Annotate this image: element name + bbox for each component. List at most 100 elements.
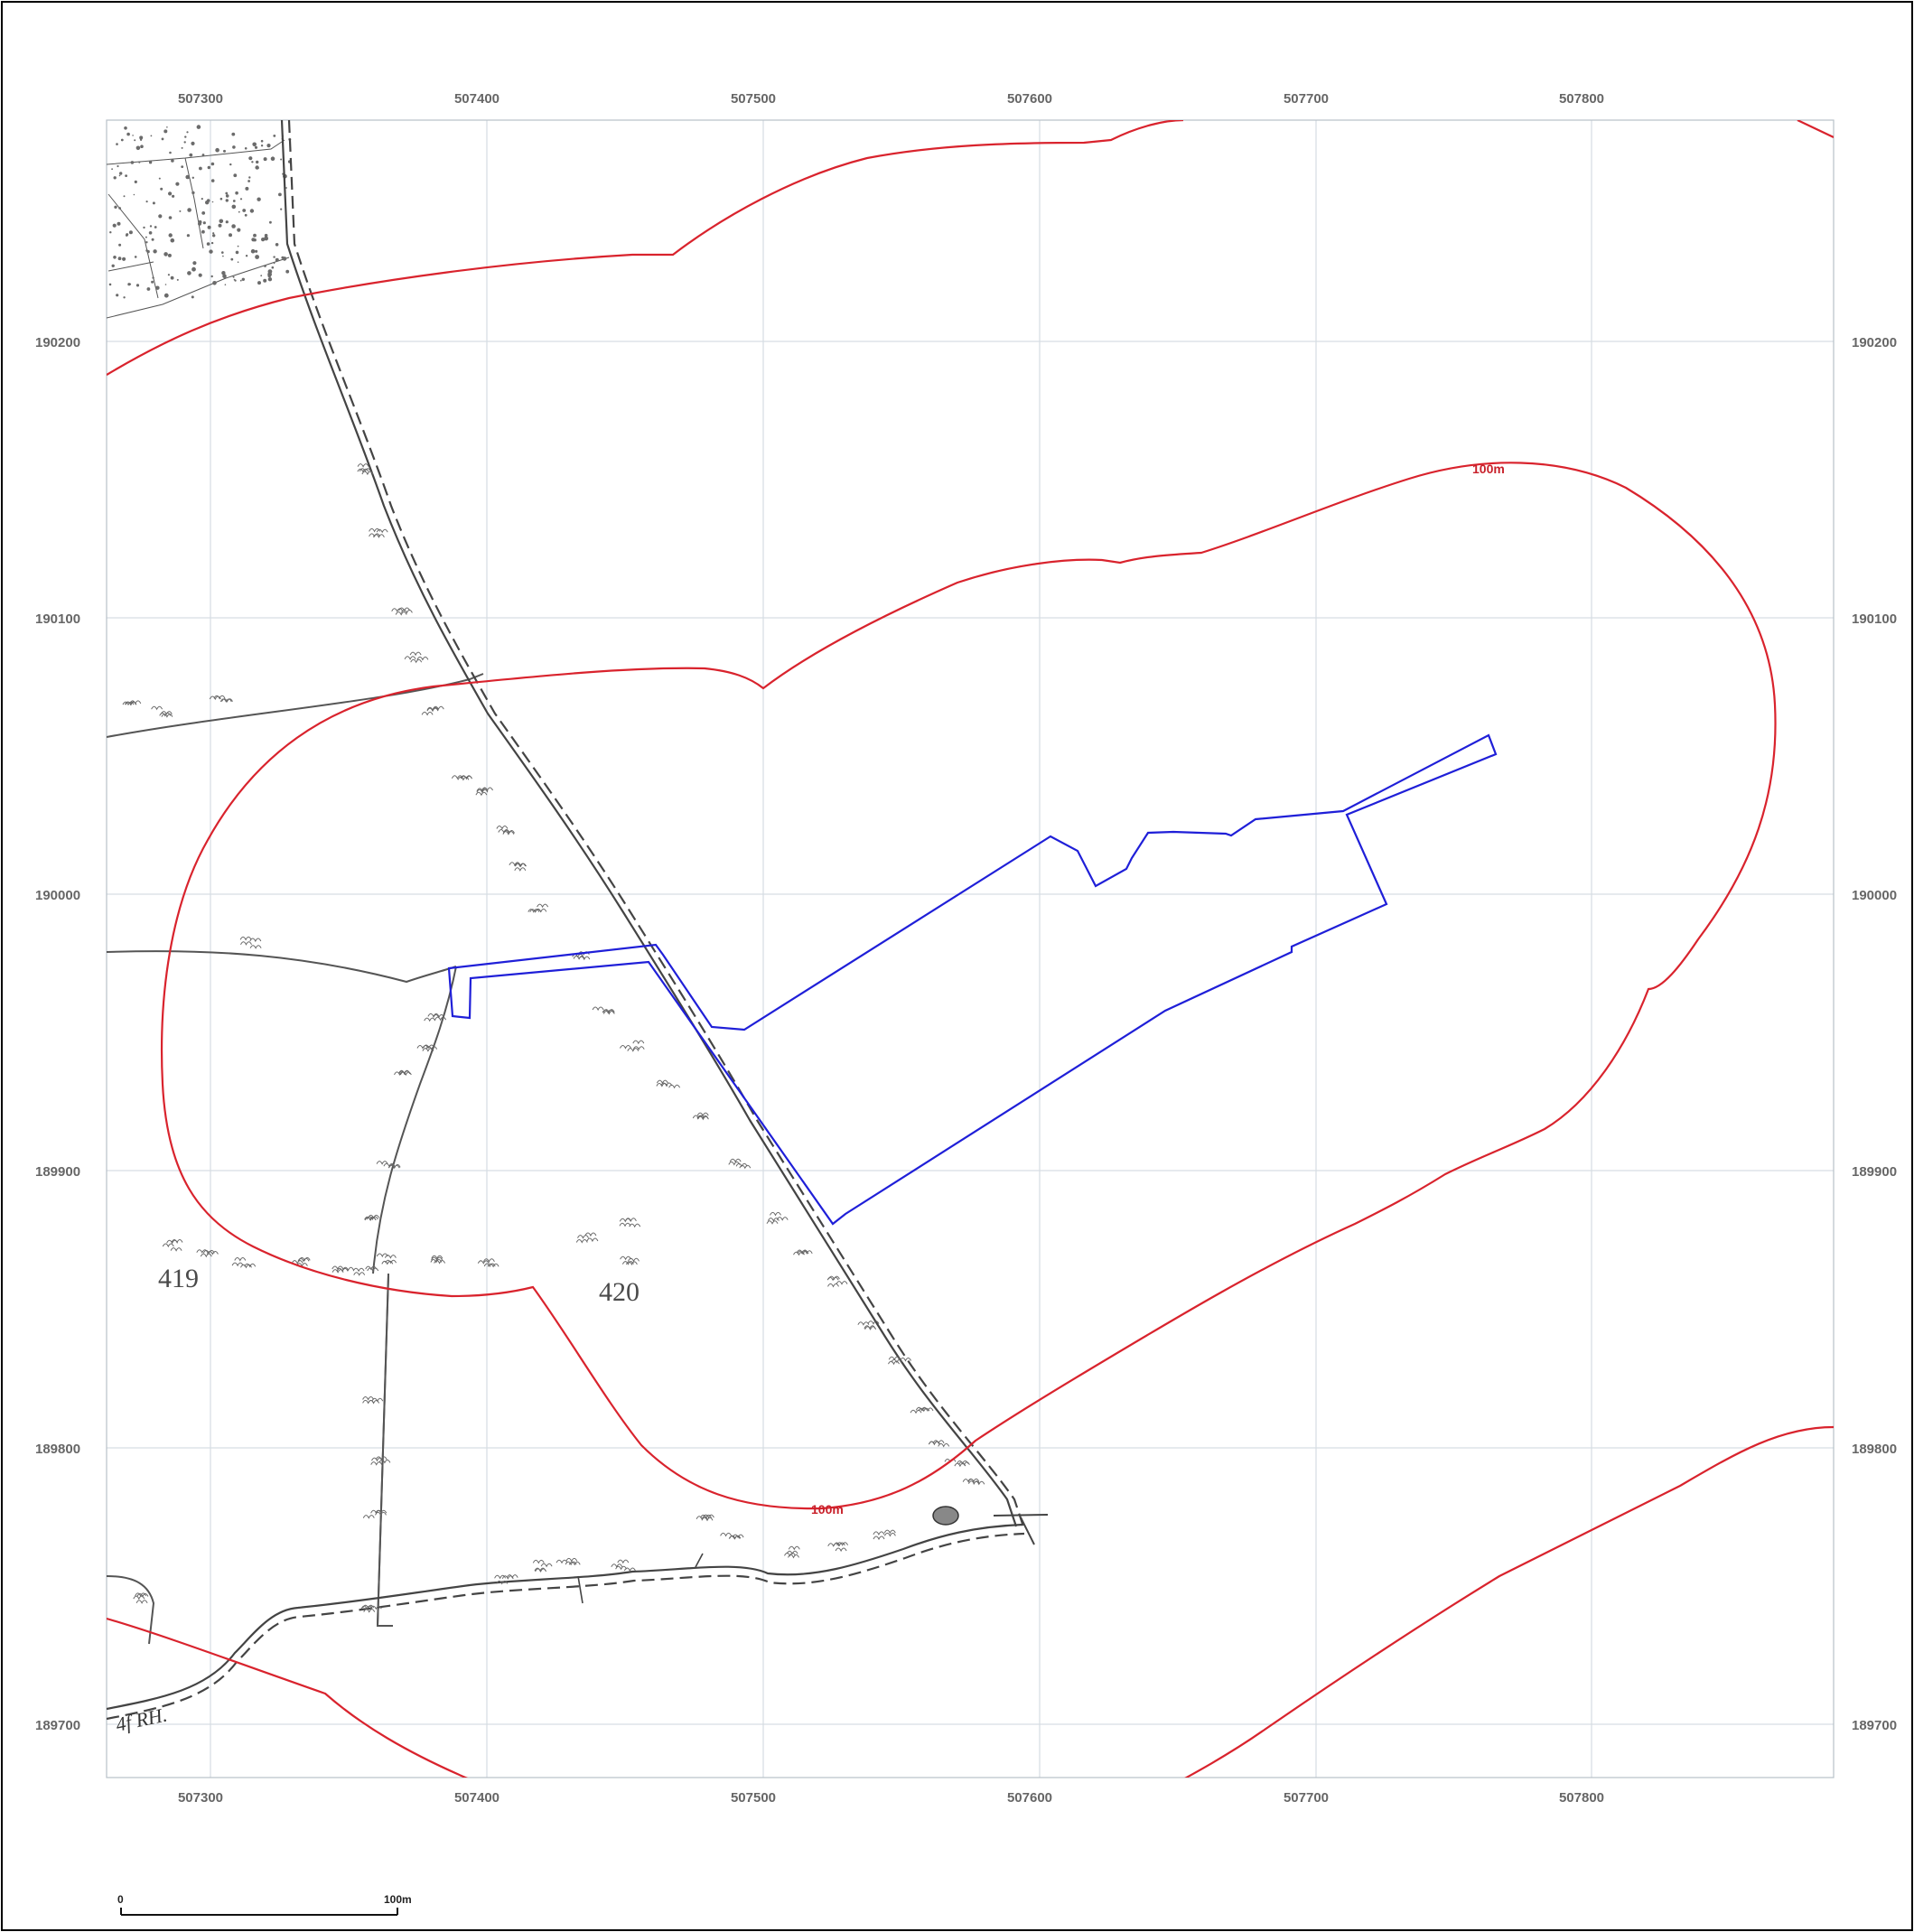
tree-symbol: [793, 1249, 813, 1256]
tree-symbol: [928, 1440, 950, 1448]
woodland-dot: [280, 208, 283, 210]
woodland-dot: [170, 275, 174, 280]
woodland-dot: [132, 135, 134, 136]
woodland-dot: [119, 172, 123, 175]
woodland-dot: [212, 234, 216, 238]
woodland-dot: [285, 269, 290, 274]
northing-label-left: 189800: [35, 1442, 80, 1457]
woodland-dot: [255, 165, 259, 170]
woodland-dot: [264, 265, 266, 267]
grid: [107, 120, 1834, 1778]
woodland-dot: [112, 223, 117, 228]
woodland-dot: [241, 277, 245, 281]
woodland-dot: [264, 236, 268, 241]
woodland-dot: [207, 225, 211, 229]
woodland-dot: [210, 162, 215, 166]
tree-symbol: [239, 936, 262, 949]
woodland-dot: [278, 192, 282, 197]
woodland-dot: [237, 228, 241, 232]
northing-label-left: 190100: [35, 611, 80, 627]
tree-symbol: [416, 1044, 438, 1052]
tree-symbol: [873, 1529, 896, 1541]
woodland-dot: [233, 173, 238, 178]
track-main: [280, 120, 1049, 1545]
woodland-dot: [206, 199, 210, 202]
woodland-dot: [248, 156, 253, 161]
woodland-dot: [267, 269, 273, 274]
northing-label-left: 189700: [35, 1718, 80, 1733]
woodland-dot: [168, 216, 173, 219]
woodland-dot: [164, 284, 167, 285]
woodland-dot: [260, 145, 264, 147]
woodland-dot: [135, 284, 140, 287]
woodland-dot: [117, 257, 122, 261]
tree-symbol: [209, 695, 233, 704]
woodland-dot: [221, 271, 226, 275]
northing-label-right: 190000: [1852, 888, 1897, 903]
tree-symbol: [611, 1559, 636, 1573]
woodland-dot: [152, 201, 155, 205]
tree-symbol: [696, 1514, 714, 1522]
woodland-dot: [269, 220, 272, 224]
woodland-dot: [145, 241, 148, 244]
woodland-dot: [231, 132, 236, 136]
easting-label-top: 507400: [454, 91, 500, 107]
parcel-number: 419: [158, 1264, 199, 1293]
woodland-dot: [118, 243, 122, 247]
northing-label-right: 190100: [1852, 611, 1897, 627]
woodland-dot: [154, 226, 157, 229]
woodland-dot: [232, 200, 236, 202]
woodland-dot: [231, 224, 236, 229]
woodland-dot: [191, 176, 194, 179]
woodland-dot: [191, 141, 195, 145]
buffer-distance-label: 100m: [811, 1502, 844, 1517]
woodland-dot: [211, 201, 214, 203]
tree-symbol: [133, 1592, 149, 1604]
tree-symbol: [376, 1161, 401, 1170]
woodland-dot: [222, 274, 227, 279]
tree-symbol: [509, 862, 527, 872]
easting-label-top: 507300: [178, 91, 223, 107]
easting-label-bottom: 507800: [1559, 1790, 1604, 1806]
tree-symbol: [376, 1253, 397, 1265]
woodland-dot: [280, 158, 283, 161]
woodland-dot: [231, 204, 237, 210]
woodland-dot: [163, 129, 168, 134]
woodland-dot: [239, 198, 243, 201]
grid-labels-top: 507300 507400 507500 507600 507700 50780…: [178, 91, 1604, 107]
woodland-dot: [176, 278, 179, 281]
woodland-dot: [273, 256, 275, 258]
woodland-dot: [255, 249, 258, 253]
tree-symbol: [451, 775, 473, 781]
woodland-dot: [275, 257, 279, 262]
scale-bar-start-label: 0: [117, 1893, 124, 1906]
woodland-dot: [202, 221, 206, 225]
field-boundaries: [107, 673, 484, 1645]
tree-symbol: [656, 1079, 681, 1089]
tree-symbol: [162, 1239, 183, 1252]
tree-symbol: [394, 1069, 412, 1077]
woodland-dot: [210, 241, 214, 245]
woodland-dot: [125, 234, 128, 237]
tree-symbol: [122, 700, 142, 706]
woodland-dot: [171, 159, 174, 163]
woodland-dot: [275, 243, 279, 247]
woodland-dot: [257, 281, 261, 285]
woodland-dot: [143, 226, 145, 229]
woodland-dot: [201, 211, 206, 215]
woodland-dot: [148, 230, 153, 235]
woodland-dot: [232, 145, 236, 149]
easting-label-top: 507700: [1284, 91, 1329, 107]
field-boundary: [107, 673, 484, 738]
woodland-dot: [244, 213, 247, 217]
tree-symbol: [692, 1112, 709, 1121]
woodland-dot: [252, 142, 257, 147]
woodland-dot: [267, 274, 272, 278]
woodland-dot: [189, 153, 193, 157]
woodland-dot: [109, 231, 112, 234]
woodland-dot: [266, 144, 271, 148]
tree-symbol: [496, 826, 515, 835]
easting-label-bottom: 507300: [178, 1790, 223, 1806]
